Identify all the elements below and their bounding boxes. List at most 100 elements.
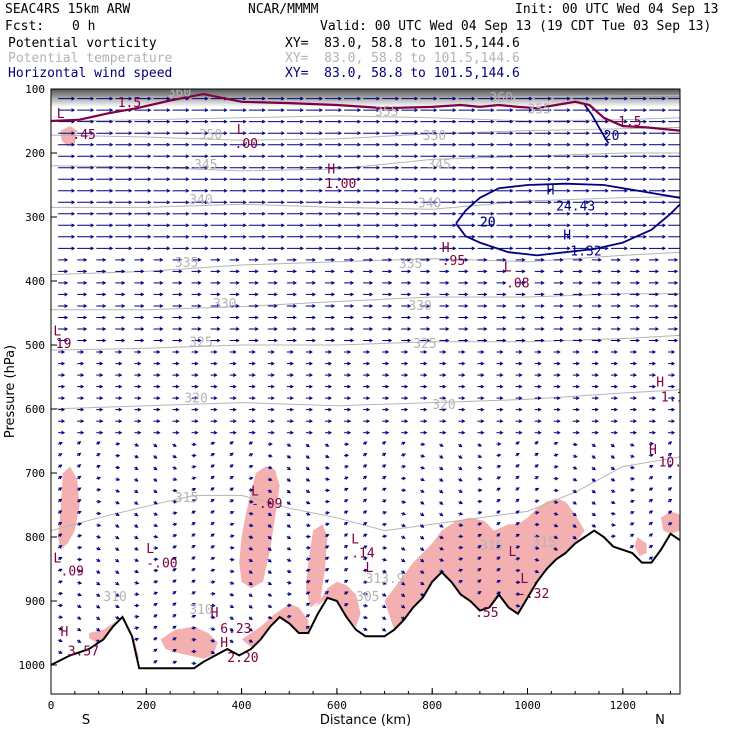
wind-vector-head (662, 108, 667, 113)
wind-vector-head (674, 257, 679, 262)
wind-vector-head (611, 523, 616, 527)
wind-vector-head (420, 581, 425, 586)
wind-vector-head (502, 281, 507, 285)
wind-vector-head (140, 269, 145, 274)
wind-vector-head (325, 590, 330, 595)
wind-vector-head (319, 154, 323, 159)
wind-vector-head (407, 281, 412, 285)
wind-vector-head (191, 544, 196, 549)
wind-vector-head (159, 304, 164, 308)
wind-vector-head (153, 648, 158, 653)
wind-vector-head (614, 373, 618, 377)
wind-vector-head (156, 350, 161, 354)
wind-vector-head (426, 269, 431, 274)
wind-vector-head (585, 131, 590, 136)
wind-vector-head (624, 108, 628, 113)
wind-vector-head (471, 223, 476, 228)
wind-vector-head (578, 338, 583, 343)
wind-vector-head (153, 489, 158, 493)
wind-vector-head (249, 499, 254, 504)
wind-vector-head (109, 108, 114, 113)
wind-vector-head (614, 419, 618, 424)
wind-vector-head (80, 407, 85, 412)
wind-vector-head (194, 350, 199, 354)
wind-vector-head (554, 465, 559, 469)
wind-vector-head (58, 464, 63, 469)
wind-vector-head (328, 373, 333, 377)
wind-vector-head (192, 499, 197, 503)
wind-vector-head (175, 373, 180, 377)
wind-vector-head (135, 592, 140, 597)
wind-vector-head (537, 407, 542, 412)
wind-vector-head (566, 154, 571, 159)
wind-vector-head (445, 257, 450, 262)
wind-vector-head (197, 269, 202, 274)
wind-vector-head (338, 200, 343, 205)
wind-vector-head (71, 165, 76, 170)
wind-vector-head (261, 108, 266, 113)
wind-vector-head (388, 257, 393, 262)
wind-vector-head (134, 524, 139, 528)
wind-vector-head (499, 373, 504, 377)
wind-vector-head (185, 188, 190, 193)
wind-vector-head (213, 373, 218, 377)
wind-vector-head (496, 521, 501, 526)
wind-vector-head (77, 581, 83, 585)
x-tick-label: 800 (422, 699, 442, 712)
wind-vector-head (521, 269, 526, 274)
wind-vector-head (439, 443, 444, 447)
wind-vector-head (630, 465, 635, 470)
wind-vector-head (299, 131, 304, 136)
wind-vector-head (115, 581, 120, 586)
wind-vector-head (254, 315, 259, 320)
wind-vector-head (235, 257, 240, 262)
wind-vector-head (102, 315, 107, 320)
wind-vector-head (496, 544, 501, 549)
wind-vector-head (668, 487, 673, 491)
wind-vector-head (357, 96, 362, 101)
wind-vector-head (528, 154, 533, 159)
wind-vector-head (118, 361, 123, 366)
wind-vector-head (331, 327, 336, 331)
wind-vector-head (204, 96, 209, 101)
wind-vector-head (490, 246, 495, 251)
wind-vector-head (338, 131, 343, 136)
wind-vector-head (77, 592, 82, 597)
wind-vector-head (643, 154, 648, 159)
wind-vector-head (540, 292, 545, 297)
wind-vector-head (404, 396, 409, 401)
wind-vector-head (585, 223, 590, 228)
wind-vector-head (128, 200, 133, 205)
wind-vector-head (363, 545, 368, 549)
wind-vector-head (350, 338, 355, 343)
wind-vector-head (185, 131, 190, 136)
wind-vector-head (516, 545, 521, 550)
wind-vector-head (385, 373, 390, 377)
wind-vector-head (191, 533, 196, 537)
wind-vector-head (137, 384, 142, 389)
wind-vector-head (128, 188, 133, 193)
wind-vector-head (445, 281, 450, 285)
wind-vector-head (59, 603, 64, 608)
wind-vector-head (319, 177, 323, 182)
wind-vector-head (502, 257, 507, 262)
wind-vector-head (357, 108, 362, 113)
wind-vector-head (338, 154, 343, 159)
wind-vector-head (197, 338, 202, 343)
wind-vector-head (325, 534, 330, 538)
wind-vector-head (71, 177, 76, 182)
wind-vector-head (197, 281, 202, 285)
wind-vector-head (204, 223, 209, 228)
wind-vector-head (121, 257, 126, 262)
wind-vector-head (682, 155, 685, 158)
wind-vector-head (306, 568, 311, 573)
theta-label: 335 (399, 257, 422, 272)
wind-vector-head (528, 96, 533, 101)
wind-vector-head (90, 108, 95, 113)
wind-vector-head (426, 292, 431, 297)
wind-vector-head (147, 142, 152, 147)
wind-vector-head (420, 477, 425, 482)
wind-vector-head (407, 338, 412, 343)
wind-vector-head (80, 419, 85, 424)
wind-vector-head (90, 154, 95, 159)
